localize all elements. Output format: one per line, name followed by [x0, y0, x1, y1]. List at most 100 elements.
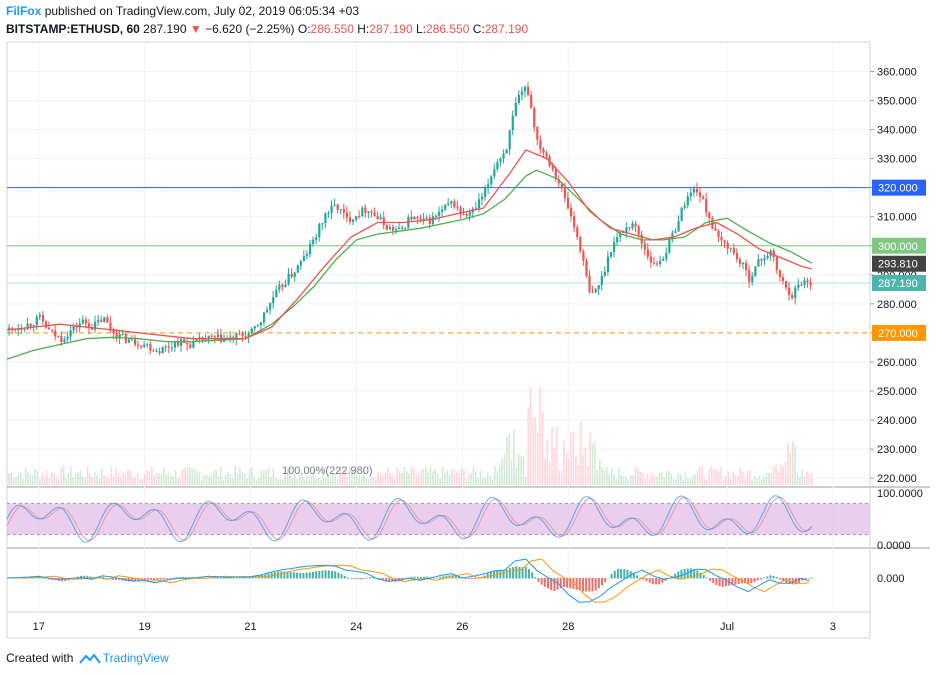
candle-body [794, 287, 797, 299]
volume-bar [74, 474, 77, 485]
macd-bar [642, 578, 645, 580]
macd-bar [724, 578, 727, 587]
volume-bar [201, 479, 203, 485]
candle-body [170, 347, 174, 349]
volume-bar [577, 465, 580, 485]
macd-bar [750, 578, 753, 584]
candle-body [517, 94, 521, 103]
volume-bar [625, 476, 627, 485]
macd-signal-line [7, 558, 810, 603]
volume-annotation: 100.00%(222.980) [282, 465, 373, 477]
macd-bar [216, 577, 219, 579]
volume-bar [120, 476, 122, 485]
volume-bar [284, 472, 287, 485]
macd-bar [797, 578, 800, 583]
macd-bar [578, 578, 581, 591]
candle-body [757, 259, 760, 267]
chart-frame [6, 41, 871, 639]
volume-bar [551, 426, 553, 485]
volume-bar [534, 417, 537, 485]
macd-bar [181, 576, 184, 579]
candle-body [576, 227, 579, 238]
macd-bar [540, 578, 543, 585]
macd-bar [464, 578, 467, 579]
macd-bar [165, 578, 168, 580]
candles [8, 82, 812, 356]
macd-bar [248, 577, 251, 579]
candle-body [655, 263, 659, 265]
volume-bar [55, 477, 58, 485]
volume-bar [560, 470, 563, 485]
candle-body [35, 316, 38, 326]
candle-body [305, 254, 309, 257]
volume-bar [358, 474, 360, 485]
macd-bar [242, 577, 245, 579]
volume-bar [236, 473, 239, 485]
macd-line [6, 558, 810, 603]
volume-bar [267, 467, 270, 485]
volume-bar [732, 471, 734, 485]
macd-bar [134, 578, 137, 581]
volume-bar [486, 472, 489, 485]
candle-body [459, 207, 462, 215]
volume-bar [517, 453, 520, 485]
volume-bar [50, 472, 53, 485]
candle-body [735, 253, 739, 260]
tradingview-brand[interactable]: TradingView [102, 651, 169, 665]
macd-bar [623, 569, 626, 579]
candle-body [143, 344, 146, 348]
macd-bar [331, 570, 334, 579]
macd-bar [280, 571, 283, 579]
macd-bar [699, 572, 702, 579]
candle-body [634, 223, 637, 227]
volume-bar [286, 468, 289, 485]
macd-bar [238, 577, 241, 579]
volume-bar [413, 467, 415, 485]
publisher-name[interactable]: FilFox [6, 4, 42, 18]
volume-bar [782, 465, 784, 485]
volume-bar [656, 476, 658, 485]
volume-bar [796, 473, 799, 485]
volume-bar [727, 471, 730, 485]
volume-bar [446, 470, 449, 485]
open-value: 286.550 [310, 22, 354, 36]
price-tick-label: 310.000 [877, 212, 917, 224]
volume-bar [455, 472, 458, 485]
volume-bar [341, 473, 344, 485]
macd-bar [527, 569, 530, 579]
candle-body [342, 209, 345, 213]
macd-bar [102, 576, 105, 579]
volume-bar [179, 476, 182, 485]
volume-bar [115, 467, 117, 485]
macd-bar [689, 568, 692, 579]
created-with-text: Created with [6, 651, 74, 665]
volume-bar [803, 476, 806, 485]
volume-bar [539, 387, 541, 485]
volume-bar [241, 471, 244, 485]
macd-bar [359, 578, 362, 580]
badge-bg [872, 274, 926, 291]
candle-body [259, 322, 263, 326]
candle-body [502, 153, 505, 159]
candle-body [686, 196, 689, 206]
candle-body [176, 342, 180, 346]
candle-body [11, 327, 14, 329]
macd-bar [743, 578, 746, 584]
macd-bar [766, 576, 769, 579]
volume-bar [670, 473, 672, 485]
macd-bar [521, 567, 524, 579]
volume-bar [334, 474, 337, 485]
candle-body [84, 319, 88, 324]
candle-body [613, 242, 616, 253]
macd-bar [369, 577, 372, 579]
candle-body [508, 130, 511, 150]
candle-body [631, 223, 634, 229]
macd-bar [184, 577, 187, 579]
macd-bar [442, 576, 445, 579]
volume-bar [544, 458, 546, 485]
candle-body [361, 207, 364, 217]
volume-bar [43, 476, 46, 485]
candle-body [404, 227, 407, 229]
volume-bar [131, 478, 134, 485]
